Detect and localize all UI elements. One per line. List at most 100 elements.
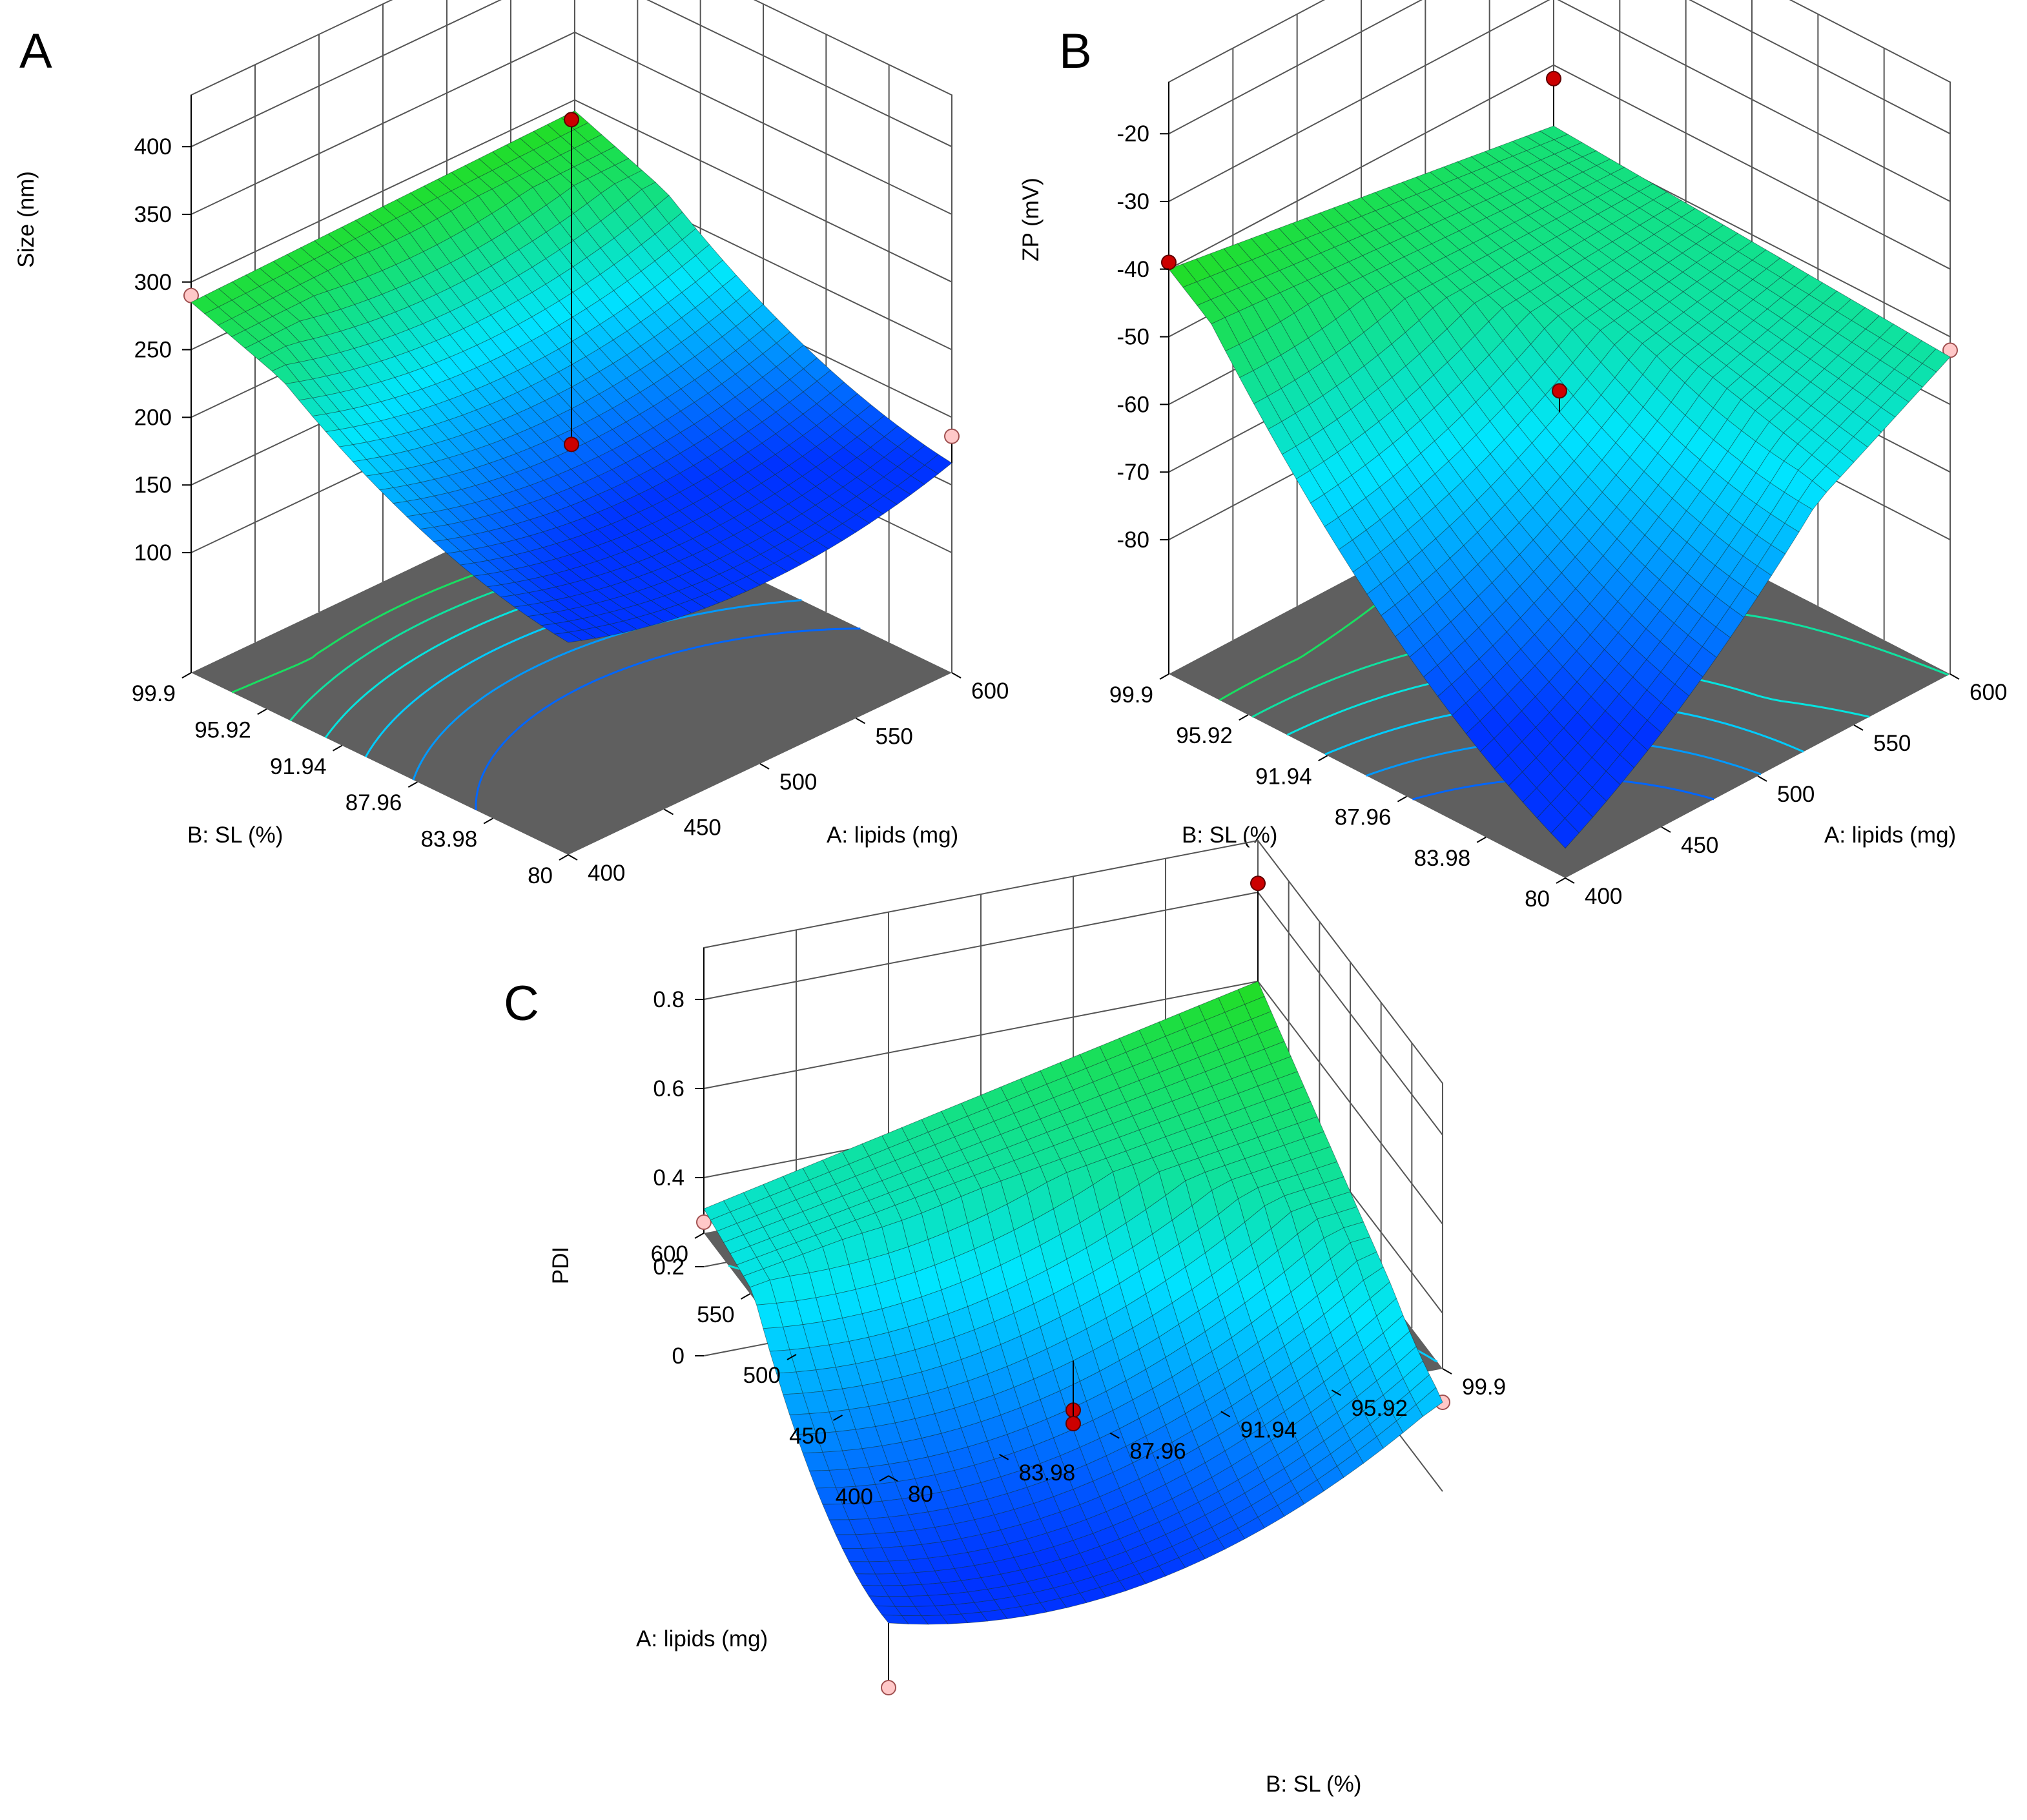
x-tick-mark bbox=[759, 763, 770, 770]
response-surface bbox=[1168, 125, 1951, 849]
x-tick-mark bbox=[568, 854, 578, 861]
x-tick-label: 87.96 bbox=[1129, 1439, 1186, 1464]
x-tick-label: 600 bbox=[1970, 680, 2007, 705]
y-tick-label: 91.94 bbox=[1255, 764, 1312, 789]
x-tick-mark bbox=[1661, 826, 1671, 833]
design-point-above bbox=[1250, 875, 1266, 892]
z-tick-label: 100 bbox=[134, 540, 172, 566]
x-tick-label: 500 bbox=[779, 770, 817, 795]
z-tick-label: 250 bbox=[134, 338, 172, 363]
x-tick-mark bbox=[1220, 1411, 1231, 1418]
y-tick-label: 83.98 bbox=[1414, 846, 1471, 871]
surface-cell bbox=[1550, 818, 1579, 849]
z-tick-label: -60 bbox=[1116, 392, 1149, 417]
z-tick-label: -30 bbox=[1116, 189, 1149, 214]
panel-b-letter: B bbox=[1059, 24, 1092, 79]
design-point-below bbox=[944, 428, 960, 444]
design-point-below bbox=[881, 1680, 896, 1695]
y-tick-mark bbox=[257, 708, 267, 715]
y-tick-mark bbox=[833, 1415, 843, 1421]
x-tick-label: 450 bbox=[1681, 833, 1718, 858]
y-axis-label: B: SL (%) bbox=[1182, 823, 1277, 848]
design-point-above bbox=[1552, 383, 1567, 399]
x-tick-label: 95.92 bbox=[1351, 1396, 1408, 1421]
panel-c-letter: C bbox=[504, 976, 539, 1031]
design-point-above bbox=[564, 112, 579, 128]
y-tick-mark bbox=[407, 781, 418, 788]
y-tick-label: 99.9 bbox=[1109, 682, 1153, 708]
x-axis-label: B: SL (%) bbox=[1266, 1772, 1361, 1797]
z-tick-label: 350 bbox=[134, 202, 172, 227]
y-tick-mark bbox=[787, 1354, 797, 1360]
y-tick-mark bbox=[1556, 877, 1566, 884]
y-tick-mark bbox=[741, 1293, 750, 1300]
panel-a-chart: A 100 150 200 250 300 350 400 400 450 500 550 600 80… bbox=[14, 0, 1009, 888]
y-tick-label: 400 bbox=[836, 1484, 873, 1509]
x-tick-mark bbox=[1331, 1389, 1341, 1396]
z-tick-label: -70 bbox=[1116, 460, 1149, 485]
y-tick-label: 99.9 bbox=[132, 681, 176, 706]
y-tick-label: 83.98 bbox=[421, 827, 478, 852]
design-point-below bbox=[183, 287, 199, 303]
y-tick-mark bbox=[483, 817, 493, 824]
wall-gridline bbox=[1168, 64, 1951, 270]
x-tick-label: 99.9 bbox=[1462, 1375, 1506, 1400]
design-point-above bbox=[1065, 1416, 1081, 1431]
design-point-above bbox=[1161, 254, 1177, 271]
x-tick-mark bbox=[1442, 1368, 1452, 1375]
surface-cell bbox=[881, 1614, 909, 1624]
x-tick-mark bbox=[888, 1475, 898, 1482]
design-point-below bbox=[696, 1214, 712, 1230]
z-tick-label: 0.4 bbox=[653, 1165, 684, 1191]
x-tick-label: 83.98 bbox=[1019, 1460, 1076, 1486]
wall-gridline bbox=[1168, 0, 1951, 135]
y-tick-label: 550 bbox=[697, 1302, 734, 1327]
x-tick-label: 550 bbox=[876, 724, 913, 750]
design-point-above bbox=[564, 436, 579, 453]
y-tick-mark bbox=[333, 744, 343, 752]
x-tick-mark bbox=[664, 808, 674, 815]
z-tick-label: -80 bbox=[1116, 527, 1149, 553]
x-tick-mark bbox=[1757, 775, 1767, 782]
z-tick-label: 0 bbox=[672, 1344, 684, 1369]
design-point-above bbox=[1546, 70, 1561, 87]
x-tick-label: 600 bbox=[971, 679, 1009, 704]
x-tick-label: 500 bbox=[1777, 782, 1815, 807]
y-tick-mark bbox=[1476, 836, 1487, 843]
x-axis-label: A: lipids (mg) bbox=[1824, 823, 1956, 848]
z-axis-label: PDI bbox=[548, 1247, 573, 1284]
floor-contour bbox=[475, 628, 861, 811]
z-tick-label: 0.8 bbox=[653, 987, 684, 1012]
z-tick-label: -20 bbox=[1116, 121, 1149, 147]
y-tick-mark bbox=[1239, 714, 1249, 721]
x-tick-label: 550 bbox=[1873, 731, 1911, 756]
panel-b-chart: B -80 -70 -60 -50 -40 -30 -20 400 450 500 550 600 80… bbox=[1018, 0, 2007, 912]
response-surface bbox=[190, 110, 952, 643]
y-tick-label: 450 bbox=[789, 1424, 827, 1449]
z-axis-label: Size (nm) bbox=[14, 171, 39, 268]
y-axis-label: A: lipids (mg) bbox=[636, 1626, 768, 1651]
wall-gridline bbox=[1168, 0, 1951, 202]
response-surface bbox=[703, 981, 1443, 1625]
z-tick-label: 200 bbox=[134, 405, 172, 430]
y-tick-label: 500 bbox=[743, 1363, 781, 1388]
y-tick-label: 95.92 bbox=[1176, 723, 1233, 748]
x-tick-mark bbox=[1565, 877, 1575, 884]
x-tick-label: 80 bbox=[908, 1482, 933, 1507]
y-tick-label: 80 bbox=[528, 863, 553, 888]
x-axis-label: A: lipids (mg) bbox=[827, 823, 958, 848]
x-tick-label: 450 bbox=[684, 815, 721, 841]
y-tick-mark bbox=[879, 1475, 889, 1482]
x-tick-mark bbox=[856, 717, 865, 724]
y-tick-mark bbox=[694, 1232, 705, 1239]
z-tick-label: 0.2 bbox=[653, 1254, 684, 1280]
y-tick-label: 87.96 bbox=[345, 790, 402, 815]
x-tick-label: 400 bbox=[1585, 884, 1622, 909]
z-tick-label: -40 bbox=[1116, 257, 1149, 282]
y-tick-label: 600 bbox=[651, 1242, 688, 1267]
panel-a-letter: A bbox=[19, 24, 52, 79]
panel-c-chart: C 0 0.2 0.4 0.6 0.8 80 83.98 87.96 91.94 95.92 99.… bbox=[504, 839, 1506, 1797]
x-tick-mark bbox=[999, 1453, 1009, 1460]
z-tick-label: 150 bbox=[134, 473, 172, 498]
